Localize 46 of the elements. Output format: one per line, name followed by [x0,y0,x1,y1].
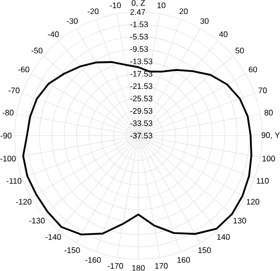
y-tick-label: 2.47 [130,9,146,15]
y-tick-label: -9.53 [130,46,148,52]
y-tick-label: -5.53 [130,34,148,40]
spoke-label: 10 [157,2,166,8]
spoke-label: -40 [48,32,59,38]
spoke-label: 90, Y [262,132,280,140]
y-tick-label: -33.53 [130,120,152,126]
spoke-label: -150 [64,247,80,254]
spoke-label: 70 [258,88,267,94]
spoke-label: 130 [234,218,246,224]
spoke-label: -100 [0,156,16,162]
spoke-label: -50 [32,48,42,54]
spoke-label: -120 [16,199,32,205]
spoke-label: 80 [264,110,273,116]
y-tick-label: -25.53 [130,96,152,102]
spoke-label: 50 [236,48,244,54]
spoke-label: 110 [256,178,269,184]
spoke-label: 150 [198,247,211,254]
spoke-label: -30 [66,18,78,24]
y-tick-label: -21.53 [130,83,152,90]
spoke-label: -110 [6,178,22,184]
spoke-label: -90 [0,132,12,139]
spoke-label: -160 [85,257,101,263]
spoke-label: 120 [246,199,260,205]
spoke-label: 30 [200,18,209,24]
spoke-label: -140 [46,234,61,240]
spoke-label: -60 [18,66,30,72]
spoke-label: -70 [8,88,20,94]
y-tick-label: -1.53 [130,22,148,28]
spoke-label: 100 [262,156,275,162]
spoke-label: -10 [110,2,121,8]
y-tick-label: -37.53 [130,132,152,139]
spoke-label: -130 [29,218,45,224]
y-tick-label: -13.53 [130,58,152,64]
spoke-label: 20 [180,8,188,14]
y-tick-label: -29.53 [130,108,152,114]
spoke-label: -20 [88,8,99,14]
spoke-label: 170 [155,263,168,269]
spoke-label: 140 [217,234,230,240]
spoke-label: 180 [132,265,145,271]
spoke-label: -170 [108,263,124,269]
spoke-label: 40 [219,32,228,38]
spoke-label: 0, Z [132,0,145,7]
spoke-label: 60 [248,66,258,72]
spoke-label: 160 [177,257,190,263]
spoke-label: -80 [2,110,14,116]
